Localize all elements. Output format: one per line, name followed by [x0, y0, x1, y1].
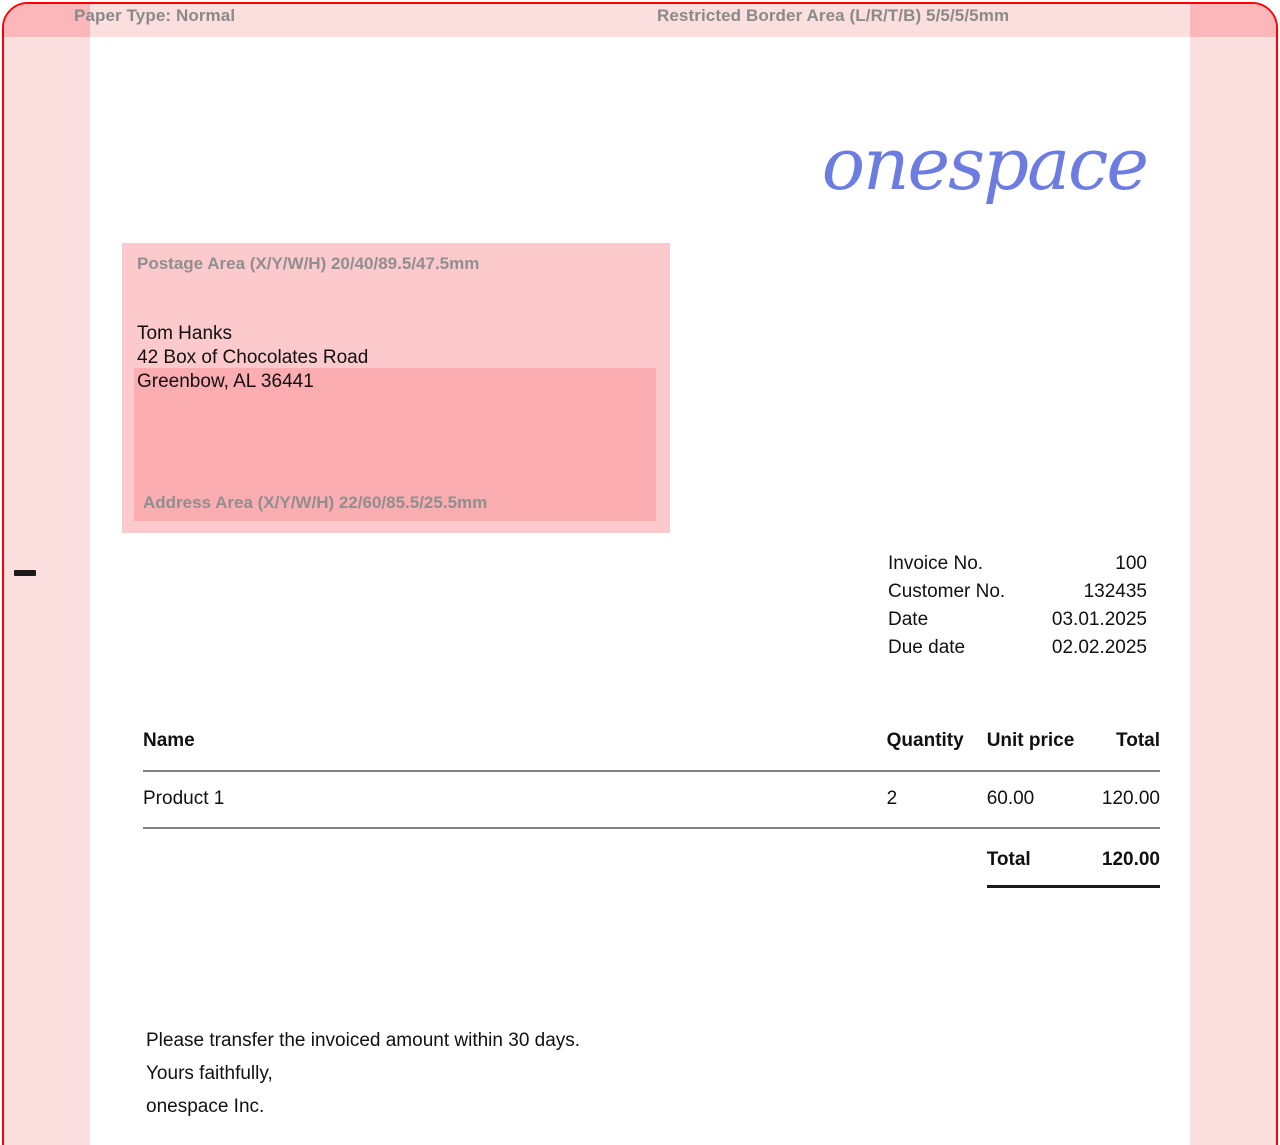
recipient-address: Tom Hanks 42 Box of Chocolates Road Gree…: [137, 322, 368, 394]
invoice-meta-row-due-date: Due date 02.02.2025: [888, 634, 1147, 662]
grand-total-value: 120.00: [1101, 828, 1160, 888]
summary-spacer-name: [143, 828, 363, 887]
column-header-unit-price: Unit price: [986, 730, 1102, 772]
address-area-guide: Address Area (X/Y/W/H) 22/60/85.5/25.5mm: [134, 368, 656, 521]
line-items-table: Name Quantity Unit price Total Product 1…: [143, 730, 1160, 888]
table-header-row: Name Quantity Unit price Total: [143, 730, 1160, 772]
recipient-name: Tom Hanks: [137, 323, 233, 344]
invoice-no-label: Invoice No.: [888, 553, 984, 574]
column-header-quantity: Quantity: [362, 730, 987, 772]
closing-line-1: Please transfer the invoiced amount with…: [146, 1030, 581, 1051]
recipient-street: 42 Box of Chocolates Road: [137, 347, 369, 368]
grand-total-label: Total: [986, 828, 1102, 888]
invoice-meta-row-customer-no: Customer No. 132435: [888, 578, 1147, 606]
closing-line-2: Yours faithfully,: [146, 1063, 273, 1084]
due-date-value: 02.02.2025: [1051, 637, 1147, 658]
table-summary-row: Total 120.00: [143, 828, 1160, 888]
cell-unit-price: 60.00: [986, 771, 1102, 829]
column-header-total: Total: [1101, 730, 1160, 772]
invoice-no-value: 100: [1115, 553, 1147, 574]
recipient-city-state-zip: Greenbow, AL 36441: [137, 371, 314, 392]
due-date-label: Due date: [888, 637, 966, 658]
cell-line-total: 120.00: [1101, 771, 1160, 829]
address-area-label: Address Area (X/Y/W/H) 22/60/85.5/25.5mm: [143, 493, 488, 512]
customer-no-label: Customer No.: [888, 581, 1006, 602]
invoice-meta-row-invoice-no: Invoice No. 100: [888, 550, 1147, 578]
cell-product-name: Product 1: [143, 771, 363, 829]
invoice-meta-block: Invoice No. 100 Customer No. 132435 Date…: [888, 550, 1147, 662]
date-value: 03.01.2025: [1051, 609, 1147, 630]
customer-no-value: 132435: [1083, 581, 1147, 602]
restricted-border-area-label: Restricted Border Area (L/R/T/B) 5/5/5/5…: [657, 6, 1010, 25]
paper-type-label: Paper Type: Normal: [74, 6, 236, 25]
column-header-name: Name: [143, 730, 363, 772]
date-label: Date: [888, 609, 929, 630]
summary-spacer-quantity: [363, 828, 987, 887]
invoice-meta-row-date: Date 03.01.2025: [888, 606, 1147, 634]
table-row: Product 1 2 60.00 120.00: [143, 771, 1160, 829]
cell-quantity: 2: [362, 771, 987, 829]
closing-line-3: onespace Inc.: [146, 1096, 265, 1117]
fold-mark-icon: [14, 570, 36, 576]
brand-logo: onespace: [821, 122, 1149, 206]
postage-area-label: Postage Area (X/Y/W/H) 20/40/89.5/47.5mm: [137, 254, 480, 273]
closing-note: Please transfer the invoiced amount with…: [146, 1024, 580, 1123]
